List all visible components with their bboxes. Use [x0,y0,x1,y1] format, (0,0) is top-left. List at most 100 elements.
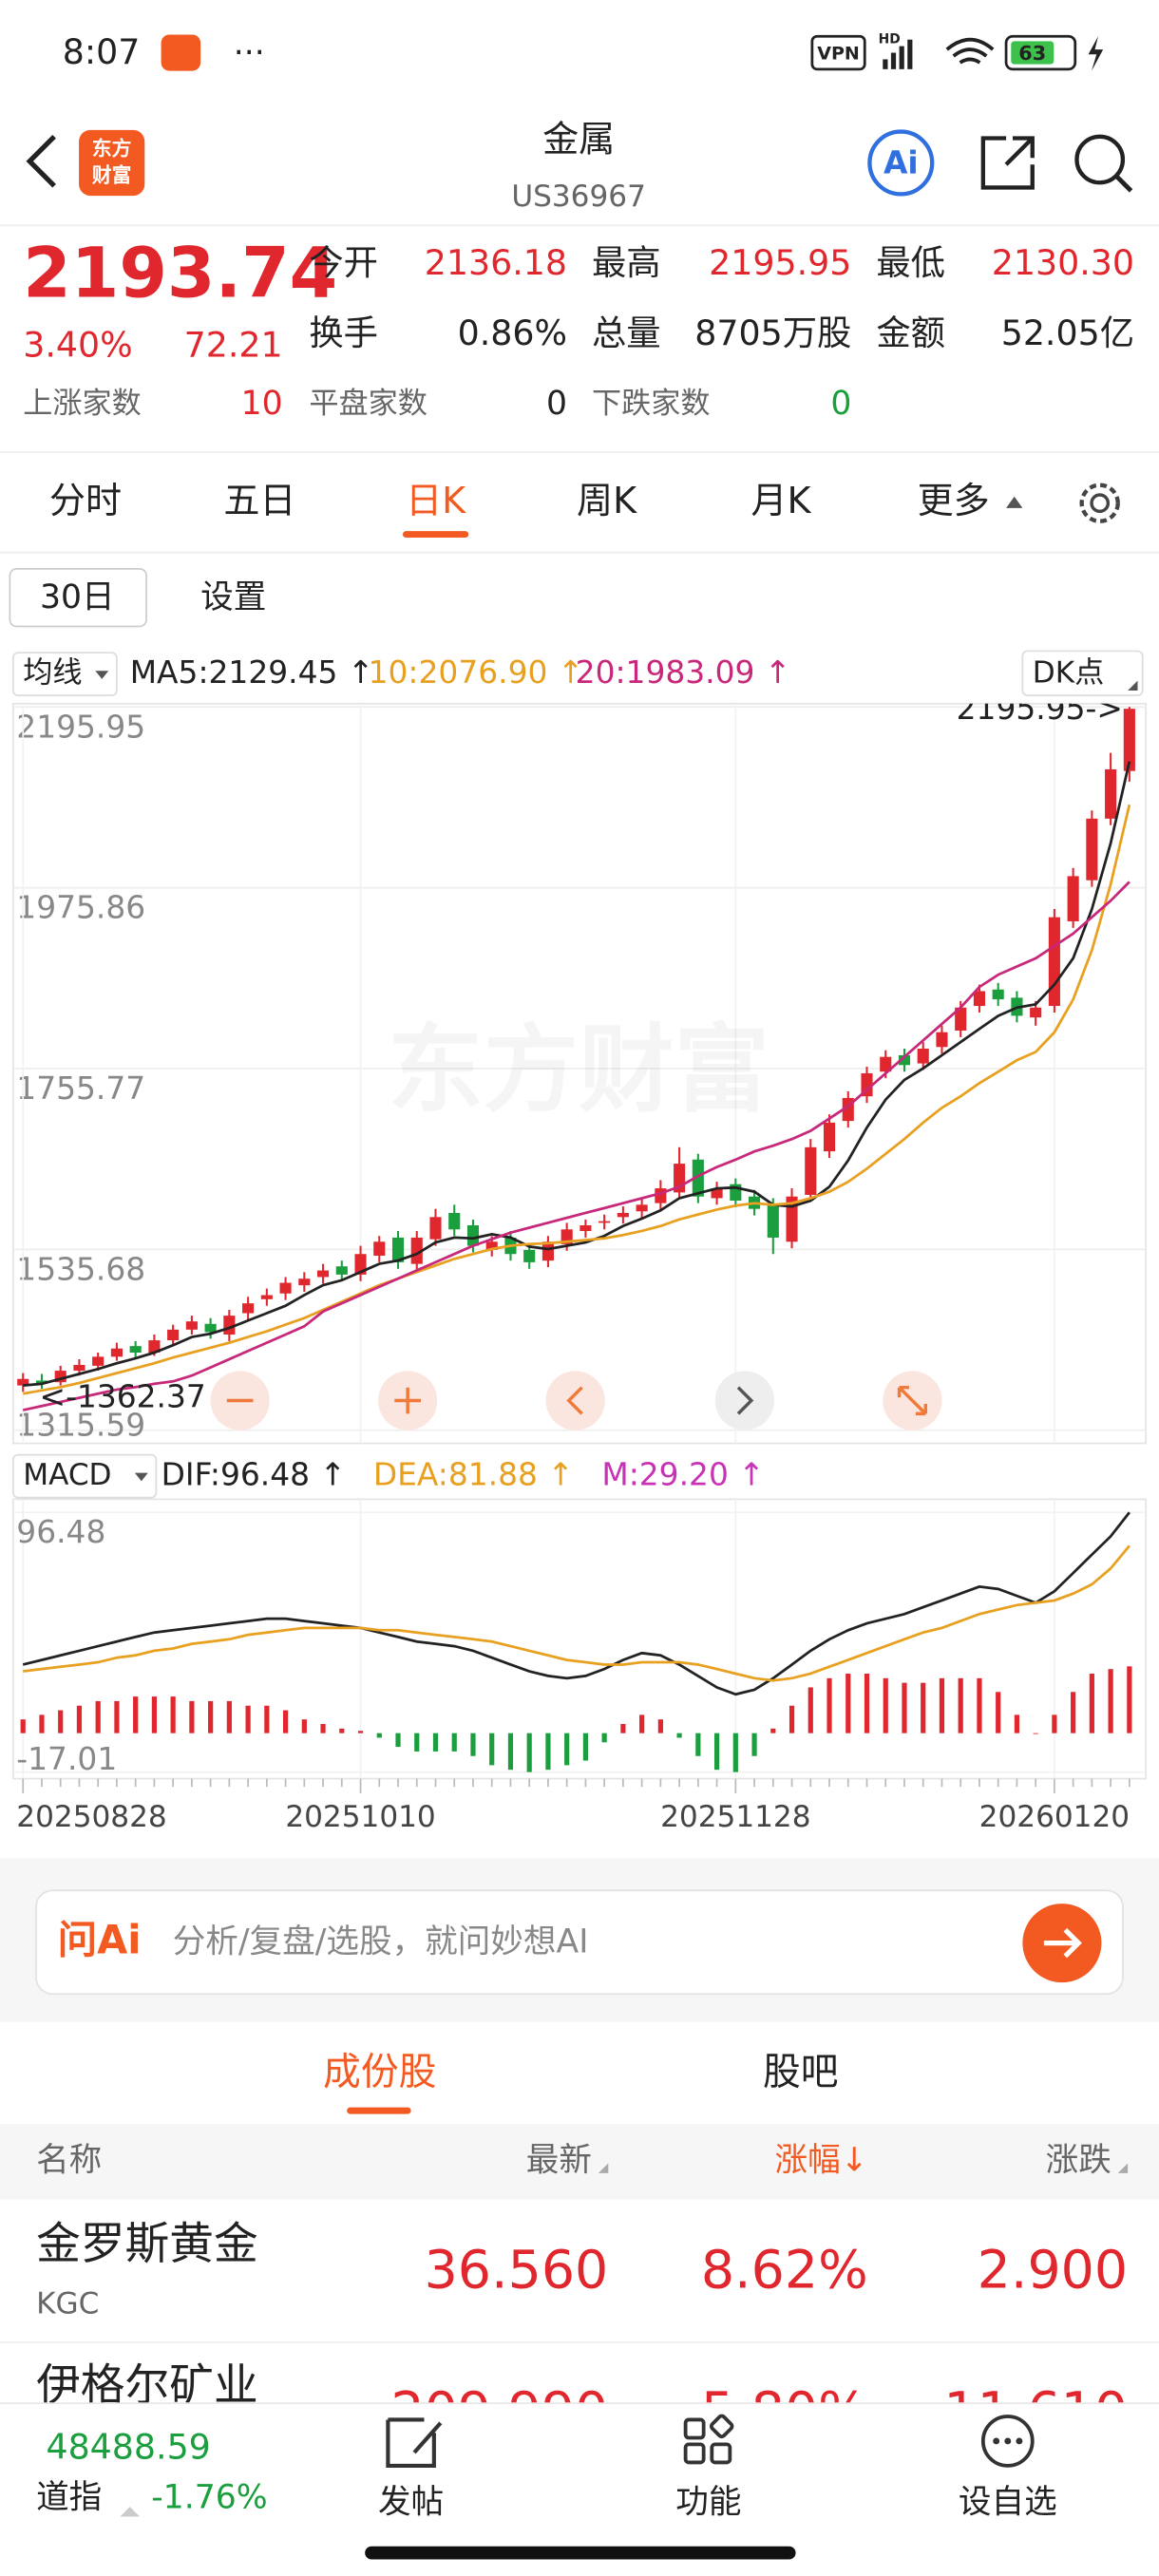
macd-selector[interactable] [11,1453,158,1499]
stat-label: 金额 [876,313,945,353]
macd-bar [245,1705,251,1733]
index-name: 道指 [36,2479,102,2517]
period-tab[interactable]: 周K [577,480,637,521]
candle-body [636,1204,648,1212]
y-tick-label: 2195.95 [16,708,145,745]
macd-bar [676,1733,682,1738]
bottom-action[interactable]: 发帖 [378,2484,444,2522]
macd-bar [208,1700,214,1733]
kline-frame [11,702,1148,1445]
stock-cell: 36.560 [425,2241,609,2301]
period-tab[interactable]: 更多 [918,480,990,521]
max-annotation: 2195.95-> [957,690,1123,727]
macd-bar [264,1705,270,1733]
ma-line [23,761,1131,1387]
period-tab[interactable]: 日K [406,480,466,521]
corner-arrow [1128,680,1138,691]
network-text: HD [879,32,901,47]
ai-button[interactable] [867,129,935,197]
candle-body [185,1321,198,1330]
section-tab[interactable]: 股吧 [763,2051,839,2094]
chart-controls [210,1371,942,1430]
macd-bar [470,1733,476,1756]
macd-bar [76,1705,83,1733]
macd-bar [657,1719,663,1733]
candle-body [1123,709,1135,771]
macd-bar [1127,1666,1132,1733]
macd-bar [133,1696,139,1733]
x-tick-label: 20251128 [660,1800,810,1834]
back-button[interactable] [26,134,56,188]
ask-ai-box[interactable] [35,1889,1124,1996]
battery-icon [1004,34,1077,71]
min-annotation: <-1362.37 [40,1378,206,1415]
candle-body [1086,818,1098,881]
settings-button[interactable]: 设置 [200,578,266,616]
scroll-left[interactable] [545,1371,605,1430]
dropdown-arrow [95,671,109,679]
post-icon[interactable] [386,2417,443,2468]
macd-bar [1052,1714,1057,1733]
stock-name[interactable]: 伊格尔矿业 [36,2360,258,2412]
macd-bar [39,1714,45,1733]
ask-ai-placeholder[interactable]: 分析/复盘/选股，就问妙想AI [173,1923,589,1961]
candle-body [823,1122,836,1152]
macd-bar [939,1677,945,1733]
breadth-value: 0 [546,385,567,423]
logo-text: 东方 [92,138,132,161]
column-header[interactable]: 涨跌 [1046,2142,1112,2180]
breadth-value: 10 [241,385,283,423]
dk-button[interactable] [1021,650,1144,697]
x-tick-label: 20250828 [16,1800,166,1834]
macd-bar [226,1700,232,1733]
candle-body [973,991,985,1007]
candle-body [1048,917,1060,1007]
macd-bar [282,1710,289,1733]
bottom-action[interactable]: 设自选 [959,2484,1057,2522]
ai-text[interactable]: Ai [884,144,919,181]
ma-selector[interactable] [11,652,118,697]
stat-label: 最低 [876,242,945,283]
watchlist-icon[interactable] [980,2415,1035,2468]
macd-bar [95,1700,101,1733]
stock-cell: 209.990 [390,2381,608,2442]
function-icon[interactable] [683,2414,734,2465]
ma-line [22,881,1130,1411]
candle-body [917,1049,929,1064]
macd-line [23,1544,1130,1682]
column-header[interactable]: 最新 [526,2142,592,2180]
section-tab[interactable]: 成份股 [323,2051,436,2094]
share-button[interactable] [980,136,1035,190]
macd-bar [1014,1714,1020,1733]
macd-bar [507,1733,514,1771]
macd-frame [11,1498,1148,1780]
bottom-action[interactable]: 功能 [675,2484,741,2522]
candle-body [880,1056,892,1072]
candle-body [580,1224,592,1232]
period-button[interactable] [9,568,147,628]
candle-body [767,1204,779,1238]
macd-bar [695,1733,701,1756]
macd-bar [996,1692,1001,1733]
ask-ai-logo[interactable]: 问Ai [58,1917,142,1963]
period-button-text[interactable]: 30日 [40,578,115,616]
column-header[interactable]: 涨幅↓ [775,2142,868,2180]
macd-bar [582,1733,589,1761]
macd-bar [320,1724,326,1733]
macd-bar [620,1724,626,1733]
scroll-right[interactable] [714,1371,775,1430]
period-tab[interactable]: 五日 [223,480,295,521]
search-button[interactable] [1074,134,1126,185]
logo-text: 财富 [92,163,132,186]
candle-body [523,1249,536,1262]
more-arrow [1006,496,1023,508]
period-tab[interactable]: 分时 [49,480,122,521]
stock-name[interactable]: 金罗斯黄金 [36,2219,258,2270]
settings-gear[interactable] [1079,483,1120,523]
period-tab[interactable]: 月K [750,480,811,521]
expand-icon [897,1385,927,1416]
vpn-text: VPN [817,44,860,65]
macd-bar [189,1700,195,1733]
